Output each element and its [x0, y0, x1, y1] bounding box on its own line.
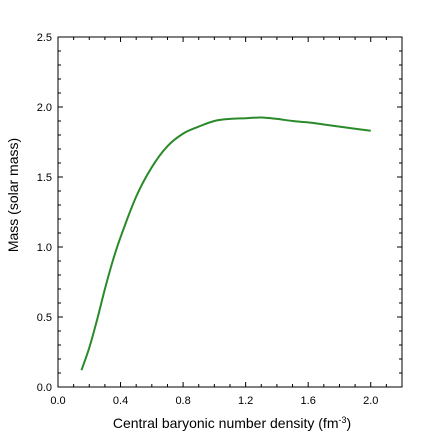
x-axis-title: Central baryonic number density (fm-3)	[113, 415, 351, 431]
series-group	[80, 116, 371, 371]
x-tick-label: 1.6	[301, 395, 316, 407]
plot-frame	[57, 36, 403, 388]
x-axis-title-sup: -3	[338, 415, 346, 425]
y-tick-label: 1.5	[37, 172, 52, 184]
y-tick-label: 2.5	[37, 32, 52, 44]
x-tick-label: 0.4	[113, 395, 128, 407]
y-ticks: 0.0 0.5 1.0 1.5 2.0 2.5	[37, 32, 402, 394]
x-tick-label: 0.8	[175, 395, 190, 407]
x-tick-label: 0.0	[50, 395, 65, 407]
y-axis-title: Mass (solar mass)	[5, 138, 21, 252]
x-tick-label: 1.2	[238, 395, 253, 407]
x-axis-title-main: Central baryonic number density (fm	[113, 415, 339, 431]
y-tick-label: 2.0	[37, 102, 52, 114]
x-ticks: 0.0 0.4 0.8 1.2 1.6 2.0	[50, 37, 403, 407]
y-tick-label: 0.0	[37, 382, 52, 394]
series-line	[80, 116, 371, 371]
x-axis-title-end: )	[347, 415, 352, 431]
y-tick-label: 1.0	[37, 242, 52, 254]
y-tick-label: 0.5	[37, 312, 52, 324]
x-tick-label: 2.0	[363, 395, 378, 407]
